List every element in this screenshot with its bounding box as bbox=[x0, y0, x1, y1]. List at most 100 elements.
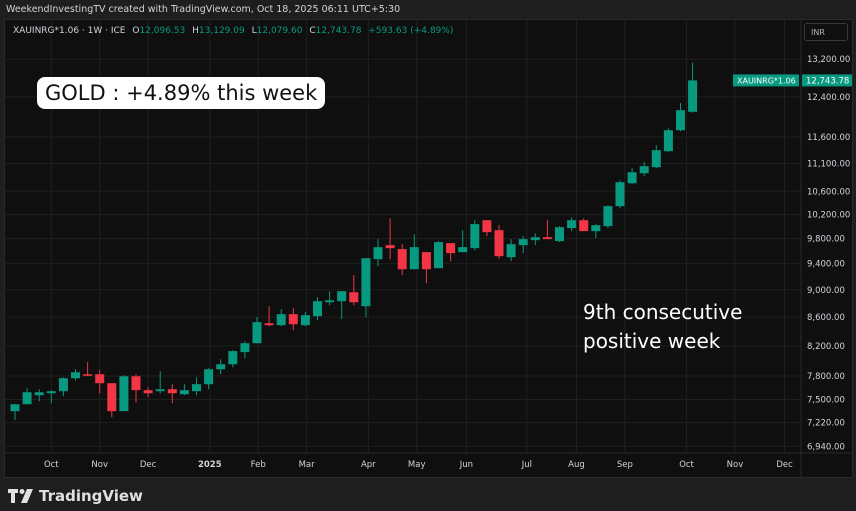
candle-body-down bbox=[349, 292, 359, 303]
candle-body-up bbox=[276, 314, 286, 326]
candle-body-up bbox=[10, 404, 20, 412]
candle-body-down bbox=[107, 383, 117, 412]
candle-body-up bbox=[676, 110, 685, 131]
x-tick-label: Nov bbox=[727, 460, 744, 470]
candle-body-up bbox=[639, 166, 649, 174]
note-consecutive-weeks: 9th consecutive positive week bbox=[583, 298, 742, 356]
candle-body-down bbox=[264, 323, 274, 326]
candle-body-down bbox=[579, 220, 589, 232]
chart-panel[interactable]: 13,200.00 12,400.00 11,600.00 11,100.00 10,6… bbox=[4, 19, 853, 478]
y-tick-label: 7,220.00 bbox=[807, 418, 845, 428]
y-tick-label: 13,200.00 bbox=[807, 55, 850, 65]
attribution-text: WeekendInvestingTV created with TradingV… bbox=[6, 4, 401, 15]
note-line-1: 9th consecutive bbox=[583, 300, 743, 324]
candle-body-up bbox=[22, 392, 32, 405]
tradingview-logo-icon bbox=[8, 489, 33, 503]
ohlc-low: L12,079.60 bbox=[251, 26, 303, 36]
candle-body-up bbox=[409, 247, 419, 270]
y-tick-label: 10,600.00 bbox=[807, 187, 850, 197]
candle-body-up bbox=[34, 392, 44, 396]
candle-body-down bbox=[95, 374, 105, 384]
y-tick-label: 8,200.00 bbox=[807, 342, 845, 352]
ohlc-high: H13,129.09 bbox=[192, 26, 245, 36]
candle-body-up bbox=[313, 301, 322, 317]
footer: TradingView bbox=[0, 478, 856, 511]
ohlc-open: O12,096.53 bbox=[132, 26, 186, 36]
x-tick-label: Jun bbox=[459, 460, 473, 470]
symbol-title: XAUINRG*1.06 · 1W · ICE bbox=[13, 26, 126, 36]
candle-body-up bbox=[361, 258, 371, 307]
candle-body-down bbox=[83, 374, 93, 376]
symbol-legend: XAUINRG*1.06 · 1W · ICE O12,096.53 H13,1… bbox=[13, 26, 457, 36]
candle-body-down bbox=[446, 243, 456, 254]
x-tick-label: 2025 bbox=[198, 460, 222, 470]
candle-body-down bbox=[143, 390, 153, 394]
note-line-2: positive week bbox=[583, 329, 721, 353]
y-tick-label: 9,800.00 bbox=[807, 235, 845, 245]
candle-body-up bbox=[591, 225, 601, 232]
candle-body-down bbox=[131, 376, 141, 391]
y-tick-label: 6,940.00 bbox=[807, 442, 845, 452]
candle-body-down bbox=[288, 314, 298, 325]
ohlc-close: C12,743.78 bbox=[309, 26, 362, 36]
brand-name: TradingView bbox=[39, 487, 143, 505]
candle-body-up bbox=[179, 390, 189, 395]
x-tick-label: Aug bbox=[568, 460, 585, 470]
candle-body-up bbox=[627, 172, 637, 184]
candle-body-down bbox=[421, 252, 431, 270]
candle-body-up bbox=[567, 220, 577, 229]
y-tick-label: 9,400.00 bbox=[807, 260, 845, 270]
x-tick-label: Apr bbox=[361, 460, 376, 470]
candle-body-up bbox=[155, 389, 165, 392]
candle-body-up bbox=[325, 300, 335, 303]
y-tick-label: 9,000.00 bbox=[807, 286, 845, 296]
candle-body-up bbox=[119, 376, 129, 412]
tradingview-logo[interactable]: TradingView bbox=[8, 487, 143, 505]
candle-body-up bbox=[603, 206, 613, 227]
candle-body-up bbox=[615, 182, 625, 207]
candle-body-up bbox=[46, 391, 56, 394]
candle-body-up bbox=[530, 237, 540, 241]
candle-body-up bbox=[663, 130, 673, 152]
y-tick-label: 11,100.00 bbox=[807, 160, 850, 170]
candle-body-up bbox=[373, 247, 383, 260]
callout-weekly-change: GOLD : +4.89% this week bbox=[37, 77, 326, 109]
ohlc-change: +593.63 (+4.89%) bbox=[368, 26, 454, 36]
candle-body-down bbox=[397, 249, 407, 270]
candle-body-up bbox=[240, 343, 250, 353]
candle-body-down bbox=[494, 230, 504, 257]
candle-body-up bbox=[204, 369, 214, 385]
candle-body-up bbox=[651, 150, 661, 168]
candle-body-up bbox=[216, 364, 226, 370]
x-tick-label: Oct bbox=[44, 460, 59, 470]
candle-body-up bbox=[518, 239, 528, 246]
candle-body-down bbox=[542, 237, 552, 240]
candle-body-up bbox=[555, 227, 564, 242]
candle-body-up bbox=[192, 384, 201, 392]
y-tick-label: 10,200.00 bbox=[807, 210, 850, 220]
candle-body-up bbox=[688, 80, 698, 112]
currency-button[interactable]: INR bbox=[804, 23, 848, 41]
y-tick-label: 12,400.00 bbox=[807, 93, 850, 103]
y-tick-label: 7,500.00 bbox=[807, 396, 845, 406]
candle-body-up bbox=[252, 322, 262, 344]
y-tick-label: 11,600.00 bbox=[807, 133, 850, 143]
candle-body-up bbox=[470, 224, 480, 249]
symbol-tag-label: XAUINRG*1.06 bbox=[737, 76, 796, 85]
candle-body-up bbox=[71, 372, 80, 379]
candle-body-up bbox=[458, 247, 468, 253]
x-tick-label: Dec bbox=[776, 460, 793, 470]
candle-body-down bbox=[482, 220, 492, 233]
attribution-bar: WeekendInvestingTV created with TradingV… bbox=[0, 0, 856, 19]
candle-body-up bbox=[337, 291, 347, 302]
candle-body-up bbox=[434, 242, 443, 269]
candle-body-up bbox=[300, 315, 310, 326]
y-tick-label: 8,600.00 bbox=[807, 313, 845, 323]
x-tick-label: Nov bbox=[91, 460, 108, 470]
x-tick-label: Mar bbox=[299, 460, 316, 470]
candle-body-down bbox=[167, 389, 177, 394]
candle-body-up bbox=[58, 378, 68, 392]
candle-body-down bbox=[385, 245, 395, 249]
x-tick-label: Sep bbox=[617, 460, 633, 470]
candle-body-up bbox=[228, 351, 238, 365]
